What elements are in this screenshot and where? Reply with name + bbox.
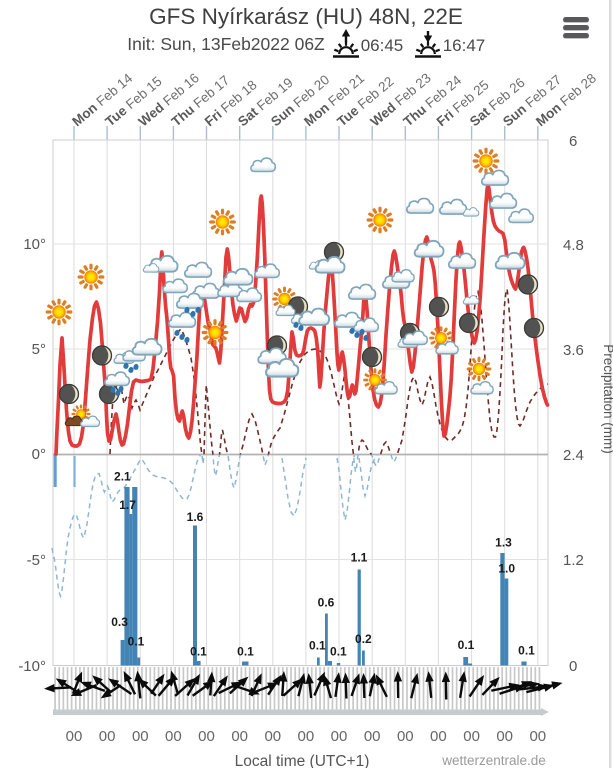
svg-text:00: 00 <box>231 728 248 745</box>
svg-text:GFS Nyírkarász (HU) 48N, 22E: GFS Nyírkarász (HU) 48N, 22E <box>149 4 463 29</box>
svg-text:00: 00 <box>99 728 116 745</box>
svg-text:1.3: 1.3 <box>495 536 512 550</box>
svg-text:00: 00 <box>165 728 182 745</box>
svg-text:00: 00 <box>132 728 149 745</box>
svg-text:1.1: 1.1 <box>351 551 368 565</box>
svg-text:0: 0 <box>569 658 577 675</box>
svg-text:1.0: 1.0 <box>498 562 515 576</box>
svg-text:0°: 0° <box>32 446 46 463</box>
svg-text:00: 00 <box>463 728 480 745</box>
svg-text:00: 00 <box>496 728 513 745</box>
svg-text:2.1: 2.1 <box>114 470 131 484</box>
svg-text:Precipitation (mm): Precipitation (mm) <box>601 344 613 454</box>
svg-text:3.6: 3.6 <box>563 342 584 359</box>
svg-text:00: 00 <box>331 728 348 745</box>
svg-text:00: 00 <box>198 728 215 745</box>
svg-text:wetterzentrale.de: wetterzentrale.de <box>441 753 546 768</box>
svg-text:0.1: 0.1 <box>237 645 254 659</box>
svg-text:00: 00 <box>66 728 83 745</box>
svg-text:00: 00 <box>430 728 447 745</box>
svg-text:0.1: 0.1 <box>330 645 347 659</box>
svg-text:0.1: 0.1 <box>190 645 207 659</box>
svg-text:1.2: 1.2 <box>563 552 584 569</box>
svg-text:00: 00 <box>529 728 546 745</box>
svg-text:06:45: 06:45 <box>361 36 404 55</box>
svg-text:00: 00 <box>264 728 281 745</box>
svg-text:0.1: 0.1 <box>458 638 475 652</box>
svg-text:00: 00 <box>364 728 381 745</box>
svg-text:10°: 10° <box>23 236 46 253</box>
svg-text:0.1: 0.1 <box>518 644 535 658</box>
svg-text:1.6: 1.6 <box>187 510 204 524</box>
svg-text:0.6: 0.6 <box>318 596 335 610</box>
svg-text:6: 6 <box>569 133 577 150</box>
svg-text:00: 00 <box>298 728 315 745</box>
svg-text:Init: Sun, 13Feb2022 06Z: Init: Sun, 13Feb2022 06Z <box>127 34 325 54</box>
svg-text:Local time (UTC+1): Local time (UTC+1) <box>235 753 370 768</box>
svg-text:2.4: 2.4 <box>563 447 584 464</box>
svg-text:16:47: 16:47 <box>443 36 486 55</box>
svg-text:-10°: -10° <box>18 658 46 675</box>
svg-text:0.2: 0.2 <box>355 632 372 646</box>
svg-text:0.1: 0.1 <box>309 639 326 653</box>
svg-text:-5°: -5° <box>27 552 46 569</box>
svg-text:00: 00 <box>397 728 414 745</box>
svg-text:0.3: 0.3 <box>111 615 128 629</box>
svg-text:4.8: 4.8 <box>563 237 584 254</box>
svg-text:1.7: 1.7 <box>119 498 136 512</box>
svg-text:0.1: 0.1 <box>128 635 145 649</box>
svg-text:5°: 5° <box>32 341 46 358</box>
